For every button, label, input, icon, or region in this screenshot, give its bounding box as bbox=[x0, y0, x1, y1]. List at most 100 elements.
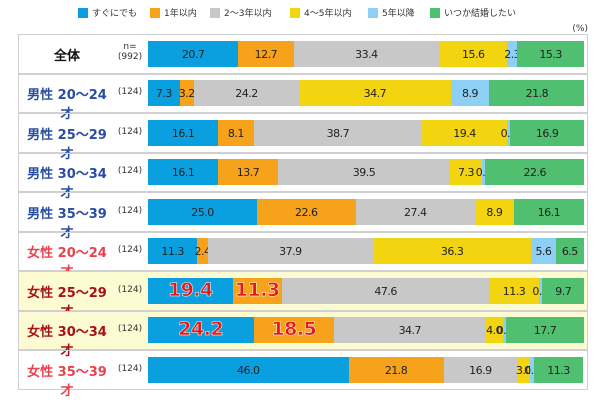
bar-segment bbox=[355, 198, 475, 225]
bar-segment bbox=[179, 80, 194, 107]
category-label: 全体 bbox=[53, 48, 80, 64]
bar-segment bbox=[513, 198, 584, 225]
data-label: 8.9 bbox=[486, 205, 503, 219]
data-label: 16.9 bbox=[469, 363, 492, 377]
bar-segment bbox=[555, 238, 584, 265]
bar-segment bbox=[257, 198, 356, 225]
data-label: 46.0 bbox=[237, 363, 260, 377]
bar-segment bbox=[531, 238, 556, 265]
bar-segment bbox=[485, 159, 584, 186]
bar-segment bbox=[218, 119, 254, 146]
n-label: (124) bbox=[117, 166, 143, 177]
bar-segment bbox=[232, 277, 282, 304]
category-label: 男性 35〜39才 bbox=[27, 206, 107, 241]
category-label: 男性 25〜29才 bbox=[27, 127, 107, 162]
bar-segment bbox=[517, 40, 584, 67]
legend-item: いつか結婚したい bbox=[430, 6, 516, 19]
data-label: 39.5 bbox=[352, 166, 376, 180]
bar-segment bbox=[443, 356, 518, 383]
bar-segment bbox=[281, 277, 490, 304]
data-label: 16.9 bbox=[535, 126, 559, 140]
category-label: 女性 35〜39才 bbox=[27, 364, 107, 399]
bar-segment bbox=[348, 356, 444, 383]
legend-label: すぐにでも bbox=[92, 9, 138, 19]
data-label: 15.6 bbox=[461, 47, 485, 61]
data-label: 9.7 bbox=[555, 284, 572, 298]
n-label: n= (992) bbox=[117, 42, 143, 62]
legend-swatch bbox=[210, 7, 220, 18]
data-label: 38.7 bbox=[326, 126, 350, 140]
legend-item: 4〜5年以内 bbox=[290, 6, 351, 19]
category-label: 男性 30〜34才 bbox=[27, 167, 107, 202]
row-frame bbox=[18, 192, 588, 232]
data-label: 4.0 bbox=[486, 324, 503, 338]
data-label: 11.3 bbox=[234, 278, 281, 302]
bar-segment bbox=[253, 317, 335, 344]
data-label: 2.4 bbox=[194, 245, 212, 259]
legend-swatch bbox=[368, 7, 378, 18]
data-label: 21.8 bbox=[384, 363, 408, 377]
legend-swatch bbox=[150, 7, 160, 18]
data-label: 5.6 bbox=[535, 245, 552, 259]
data-label: 47.6 bbox=[374, 284, 397, 298]
bar-segment bbox=[506, 119, 511, 146]
data-label: 6.5 bbox=[561, 245, 579, 259]
data-label: 24.2 bbox=[178, 318, 224, 341]
bar-segment bbox=[422, 119, 507, 146]
bar-segment bbox=[533, 356, 584, 383]
data-label: 24.2 bbox=[235, 87, 258, 101]
legend-item: 5年以降 bbox=[368, 6, 415, 19]
bar-segment bbox=[538, 277, 543, 304]
bar-segment bbox=[148, 159, 219, 186]
data-label: 36.3 bbox=[440, 245, 464, 259]
bar-segment bbox=[148, 277, 233, 304]
row-frame bbox=[18, 113, 588, 153]
n-label: (124) bbox=[117, 245, 143, 256]
bar-segment bbox=[506, 317, 584, 344]
legend-label: いつか結婚したい bbox=[444, 9, 517, 19]
bar-segment bbox=[489, 80, 585, 107]
category-label: 女性 30〜34才 bbox=[27, 325, 107, 360]
row-frame bbox=[18, 34, 588, 74]
bar-segment bbox=[293, 40, 440, 67]
data-label: 8.9 bbox=[461, 87, 478, 101]
data-label: 11.3 bbox=[161, 245, 184, 259]
bar-segment bbox=[502, 317, 507, 344]
legend-item: すぐにでも bbox=[78, 6, 137, 19]
data-label: 22.6 bbox=[295, 205, 318, 219]
data-label: 15.3 bbox=[539, 47, 562, 61]
bar-segment bbox=[207, 238, 373, 265]
data-label: 17.7 bbox=[533, 324, 557, 338]
n-label: (124) bbox=[117, 87, 143, 98]
data-label: 19.4 bbox=[453, 126, 476, 140]
data-label: 8.1 bbox=[227, 126, 245, 140]
bar-segment bbox=[277, 159, 451, 186]
bar-segment bbox=[510, 119, 584, 146]
data-label: 37.9 bbox=[279, 245, 302, 259]
row-frame bbox=[18, 350, 588, 390]
bar-segment bbox=[148, 238, 198, 265]
bar-segment bbox=[372, 238, 532, 265]
bar-segment bbox=[542, 277, 585, 304]
bar-segment bbox=[299, 80, 451, 107]
n-label: (124) bbox=[117, 284, 143, 295]
bar-segment bbox=[148, 198, 257, 225]
n-label: (124) bbox=[117, 205, 143, 216]
bar-segment bbox=[148, 356, 349, 383]
bar-segment bbox=[530, 356, 534, 383]
n-label: (124) bbox=[117, 126, 143, 137]
bar-segment bbox=[450, 80, 490, 107]
data-label: 7.3 bbox=[458, 166, 475, 180]
legend-swatch bbox=[78, 7, 88, 18]
data-label: 7.3 bbox=[155, 87, 172, 101]
data-label: 21.8 bbox=[525, 87, 549, 101]
bar-segment bbox=[148, 80, 180, 107]
bar-segment bbox=[148, 317, 254, 344]
bar-segment bbox=[253, 119, 423, 146]
data-label: 34.7 bbox=[398, 324, 422, 338]
data-label: 3.0 bbox=[515, 363, 533, 377]
bar-segment bbox=[193, 80, 300, 107]
bar-segment bbox=[489, 277, 539, 304]
legend-label: 1年以内 bbox=[164, 9, 197, 19]
bar-segment bbox=[238, 40, 294, 67]
